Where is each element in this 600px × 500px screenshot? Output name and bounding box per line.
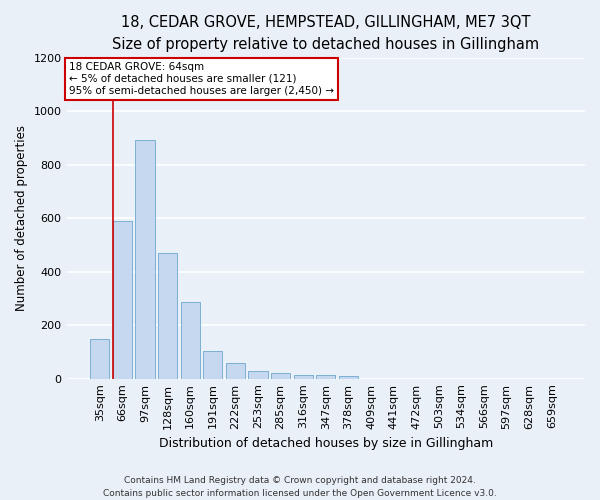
Text: Contains HM Land Registry data © Crown copyright and database right 2024.
Contai: Contains HM Land Registry data © Crown c… bbox=[103, 476, 497, 498]
Bar bbox=[113, 221, 132, 378]
Bar bbox=[339, 376, 358, 378]
Bar bbox=[136, 140, 155, 378]
X-axis label: Distribution of detached houses by size in Gillingham: Distribution of detached houses by size … bbox=[158, 437, 493, 450]
Bar bbox=[271, 374, 290, 378]
Bar bbox=[293, 375, 313, 378]
Bar bbox=[226, 362, 245, 378]
Bar bbox=[248, 371, 268, 378]
Bar bbox=[158, 253, 177, 378]
Bar bbox=[203, 350, 223, 378]
Text: 18 CEDAR GROVE: 64sqm
← 5% of detached houses are smaller (121)
95% of semi-deta: 18 CEDAR GROVE: 64sqm ← 5% of detached h… bbox=[69, 62, 334, 96]
Bar bbox=[90, 338, 109, 378]
Bar bbox=[316, 376, 335, 378]
Title: 18, CEDAR GROVE, HEMPSTEAD, GILLINGHAM, ME7 3QT
Size of property relative to det: 18, CEDAR GROVE, HEMPSTEAD, GILLINGHAM, … bbox=[112, 15, 539, 52]
Y-axis label: Number of detached properties: Number of detached properties bbox=[15, 125, 28, 311]
Bar bbox=[181, 302, 200, 378]
